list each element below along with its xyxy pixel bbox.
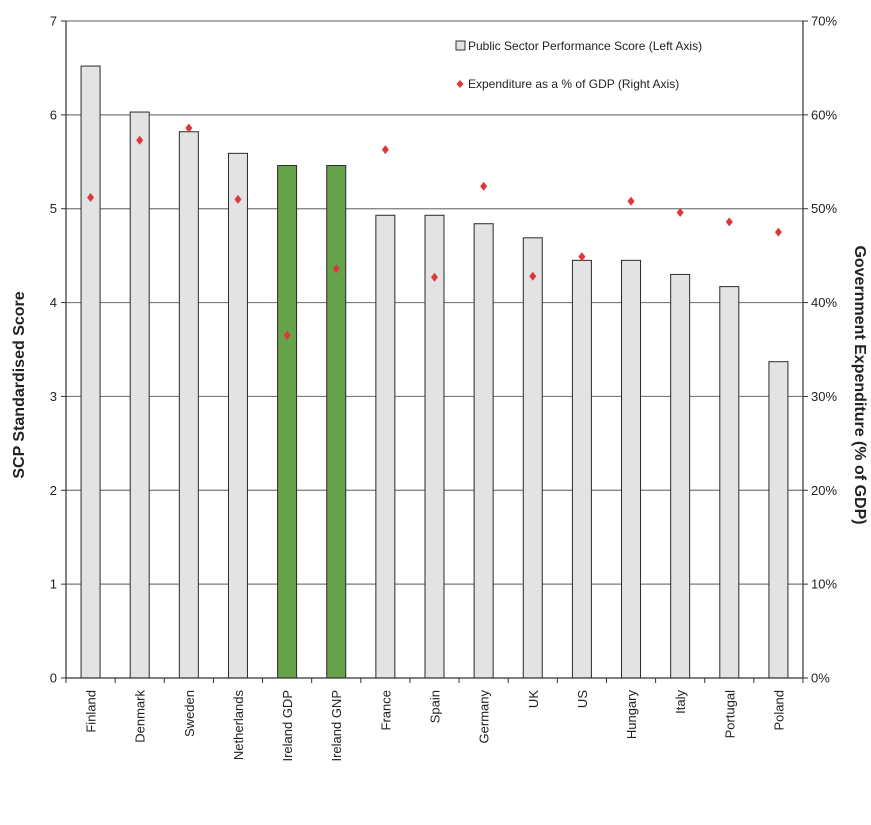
category-labels: Finland Denmark Sweden Netherlands Ireland G… [84, 690, 787, 762]
bar [277, 165, 298, 679]
bar [522, 237, 543, 679]
bar [670, 273, 691, 679]
left-axis-ticks: 0 1 2 3 4 5 6 7 [50, 14, 66, 686]
expenditure-marker [332, 264, 340, 274]
right-tick-label: 20% [811, 483, 837, 498]
bar [80, 65, 101, 679]
bar [473, 223, 494, 679]
category-label: Italy [673, 690, 688, 714]
left-tick-label: 5 [50, 201, 57, 216]
expenditure-marker [774, 227, 782, 237]
left-tick-label: 4 [50, 295, 57, 310]
right-axis-ticks: 0% 10% 20% 30% 40% 50% 60% 70% [803, 14, 837, 686]
right-tick-label: 60% [811, 107, 837, 122]
expenditure-marker [480, 181, 488, 191]
legend-label-expenditure: Expenditure as a % of GDP (Right Axis) [468, 77, 679, 91]
category-label: Sweden [182, 690, 197, 737]
category-label: Ireland GNP [329, 690, 344, 762]
expenditure-marker [136, 135, 144, 145]
left-axis-title: SCP Standardised Score [11, 291, 28, 478]
category-label: Netherlands [231, 690, 246, 761]
category-label: Hungary [624, 690, 639, 740]
left-tick-label: 2 [50, 483, 57, 498]
right-tick-label: 30% [811, 389, 837, 404]
expenditure-marker [578, 252, 586, 262]
bar [375, 214, 396, 679]
left-tick-label: 1 [50, 577, 57, 592]
category-label: Spain [428, 690, 443, 723]
category-label: Poland [771, 690, 786, 730]
category-label: UK [526, 690, 541, 708]
bars-layer [80, 65, 789, 679]
right-tick-label: 70% [811, 14, 837, 29]
right-tick-label: 40% [811, 295, 837, 310]
left-tick-label: 6 [50, 107, 57, 122]
left-tick-label: 7 [50, 14, 57, 29]
left-tick-label: 0 [50, 671, 57, 686]
category-label: Germany [477, 690, 492, 744]
bar [621, 259, 642, 679]
expenditure-marker [676, 207, 684, 217]
right-tick-label: 50% [811, 201, 837, 216]
bar [571, 259, 592, 679]
expenditure-marker [725, 217, 733, 227]
bar [129, 111, 150, 679]
expenditure-marker [234, 194, 242, 204]
category-label: Finland [84, 690, 99, 733]
legend-label-score: Public Sector Performance Score (Left Ax… [468, 39, 702, 53]
bar [326, 165, 347, 679]
axes-layer [65, 21, 804, 683]
legend: Public Sector Performance Score (Left Ax… [455, 39, 702, 91]
left-tick-label: 3 [50, 389, 57, 404]
expenditure-marker [529, 271, 537, 281]
bar [227, 152, 248, 679]
markers-layer [87, 123, 782, 340]
expenditure-marker [431, 272, 438, 282]
right-tick-label: 10% [811, 577, 837, 592]
category-label: France [378, 690, 393, 730]
legend-bar-swatch [455, 40, 466, 51]
bar [178, 131, 199, 679]
expenditure-marker [87, 192, 95, 202]
legend-marker-diamond [456, 80, 464, 88]
expenditure-marker [185, 123, 193, 133]
expenditure-marker [381, 145, 389, 155]
right-tick-label: 0% [811, 671, 830, 686]
expenditure-marker [627, 196, 635, 206]
bar [719, 286, 740, 679]
category-label: Denmark [133, 690, 148, 743]
category-label: Ireland GDP [280, 690, 295, 762]
bar [768, 361, 789, 679]
category-label: US [575, 690, 590, 708]
right-axis-title: Government Expenditure (% of GDP) [851, 245, 868, 524]
expenditure-marker [283, 330, 291, 340]
category-label: Portugal [722, 690, 737, 739]
bar [424, 214, 445, 679]
